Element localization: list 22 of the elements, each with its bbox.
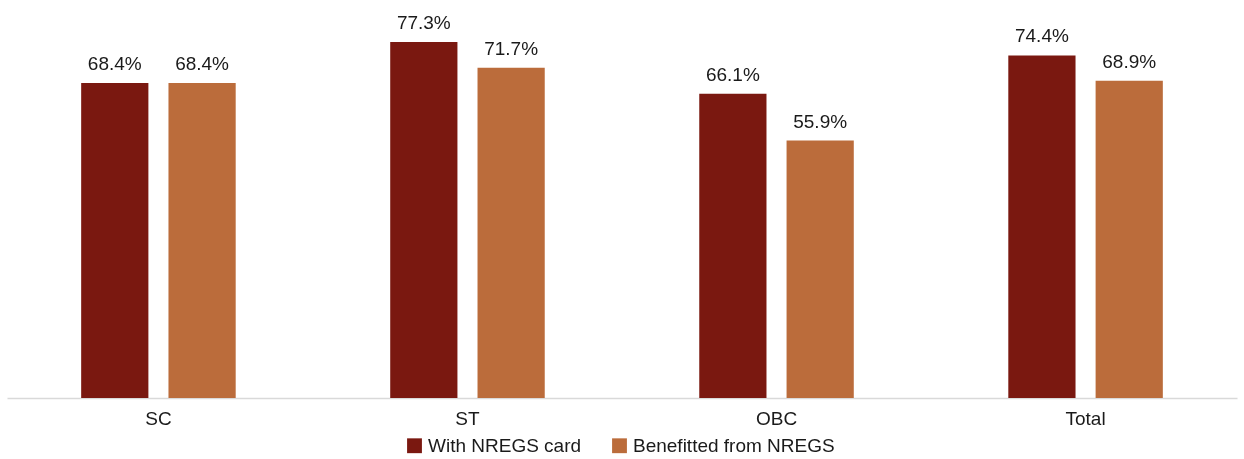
bar <box>1095 80 1163 398</box>
bar <box>1008 55 1076 398</box>
x-tick-label: Total <box>1065 407 1106 429</box>
bar <box>699 93 767 398</box>
legend-label: With NREGS card <box>428 434 582 456</box>
data-label: 68.4% <box>175 53 230 75</box>
bar <box>81 83 149 398</box>
legend-label: Benefitted from NREGS <box>633 434 835 456</box>
bar <box>786 140 854 398</box>
data-label: 55.9% <box>793 110 848 132</box>
bar <box>390 42 458 398</box>
x-tick-label: OBC <box>755 407 798 429</box>
x-tick-label: SC <box>145 407 172 429</box>
data-label: 77.3% <box>396 12 451 34</box>
data-label: 74.4% <box>1014 25 1069 47</box>
data-label: 71.7% <box>484 37 539 59</box>
bar <box>477 67 545 398</box>
data-label: 68.9% <box>1102 50 1157 72</box>
data-label: 68.4% <box>87 53 142 75</box>
bar <box>168 83 236 398</box>
data-label: 66.1% <box>705 63 760 85</box>
x-tick-label: ST <box>455 407 481 429</box>
